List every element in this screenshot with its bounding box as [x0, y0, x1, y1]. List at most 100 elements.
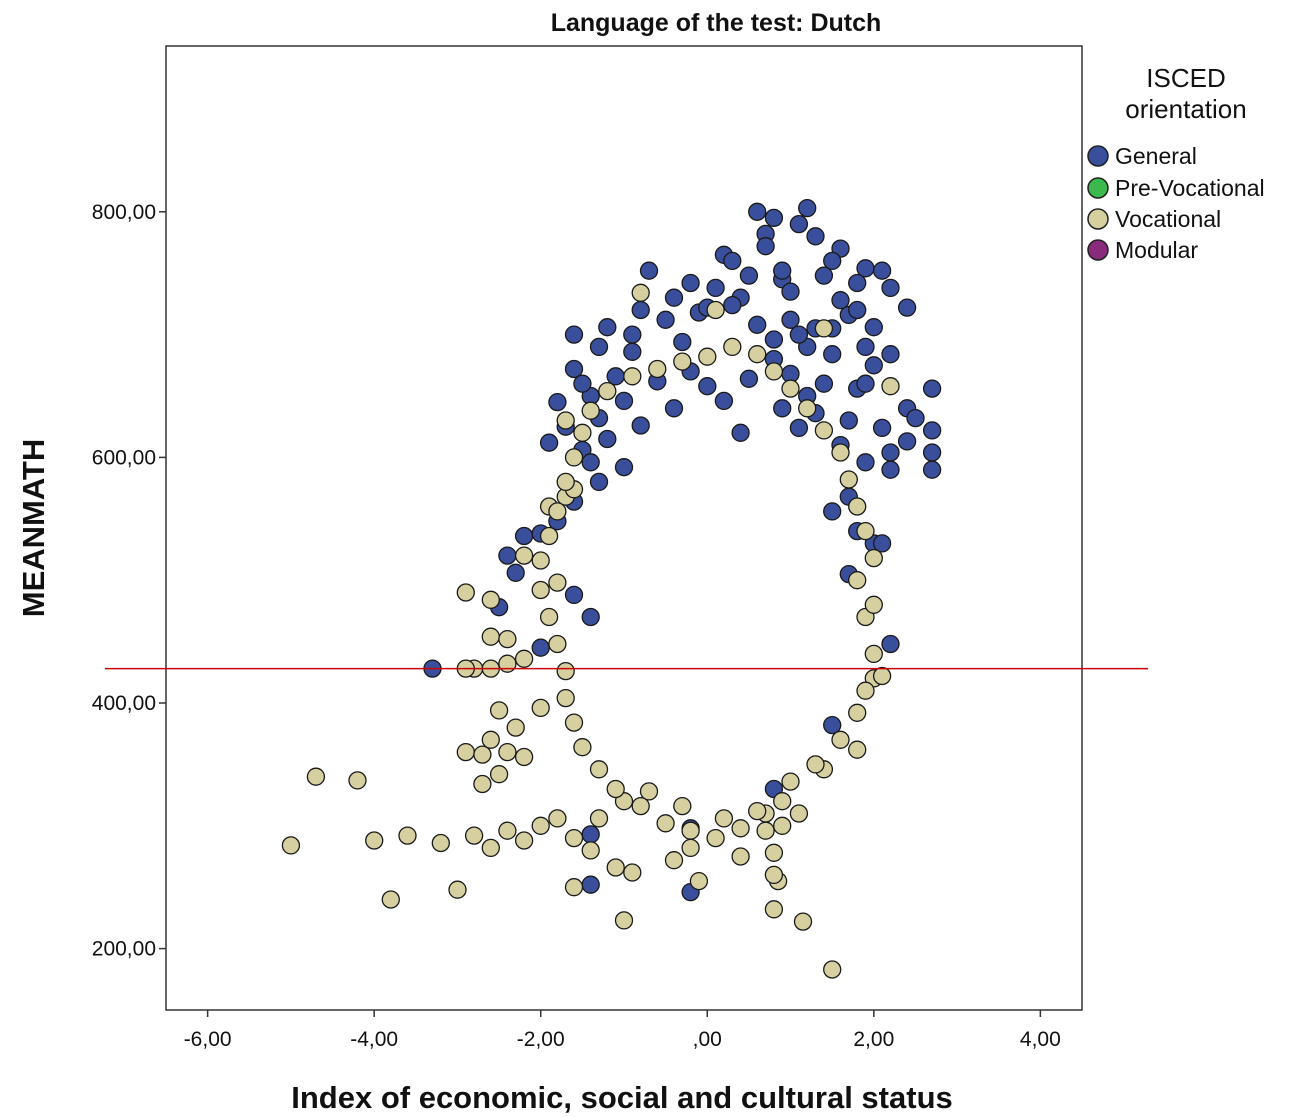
point-general	[681, 273, 700, 293]
point-vocational	[556, 411, 575, 430]
point-general	[573, 374, 592, 393]
point-vocational	[498, 654, 517, 673]
legend-title-line-2: orientation	[1125, 94, 1246, 124]
point-vocational	[514, 546, 534, 565]
point-general	[581, 453, 600, 472]
point-vocational	[473, 774, 492, 794]
point-vocational	[506, 718, 525, 737]
point-general	[631, 300, 650, 320]
plot-area-frame	[165, 45, 1083, 1011]
point-vocational	[848, 571, 867, 590]
point-vocational	[581, 841, 600, 860]
point-general	[773, 399, 792, 418]
point-vocational	[481, 590, 500, 609]
point-general	[814, 266, 834, 285]
point-general	[564, 359, 584, 379]
point-vocational	[773, 816, 792, 835]
point-general	[723, 251, 742, 271]
point-general	[731, 423, 750, 442]
point-vocational	[631, 283, 650, 302]
point-vocational	[548, 502, 567, 521]
point-vocational	[448, 880, 467, 899]
point-vocational	[664, 851, 684, 870]
legend-title-line-1: ISCED	[1146, 63, 1225, 93]
y-axis: 200,00 400,00 600,00 800,00	[92, 201, 166, 961]
point-vocational	[564, 828, 584, 848]
point-vocational	[698, 347, 717, 366]
point-general	[748, 202, 767, 221]
point-vocational	[581, 401, 600, 420]
point-vocational	[723, 337, 742, 357]
point-vocational	[481, 838, 500, 858]
point-vocational	[556, 472, 575, 492]
point-vocational	[631, 796, 650, 816]
point-vocational	[456, 583, 475, 602]
point-vocational	[456, 742, 475, 762]
point-vocational	[623, 863, 642, 882]
point-general	[781, 282, 800, 301]
point-general	[656, 310, 675, 329]
point-general	[823, 502, 842, 521]
point-vocational	[806, 755, 825, 774]
point-vocational	[856, 521, 875, 541]
point-general	[539, 433, 559, 452]
y-tick-label: 600,00	[92, 446, 156, 469]
point-general	[673, 332, 692, 352]
point-general	[589, 337, 609, 357]
point-general	[564, 585, 584, 605]
point-vocational	[531, 816, 550, 835]
point-general	[756, 237, 775, 256]
point-vocational	[489, 765, 509, 784]
point-general	[831, 291, 850, 310]
point-general	[881, 345, 900, 364]
point-vocational	[706, 300, 725, 320]
point-vocational	[281, 836, 301, 855]
point-vocational	[748, 345, 767, 364]
point-general	[922, 379, 942, 398]
point-general	[564, 325, 584, 344]
x-tick-label: 4,00	[1020, 1028, 1061, 1051]
point-vocational	[764, 900, 784, 919]
x-axis: -6,00 -4,00 -2,00 ,00 2,00 4,00	[184, 1010, 1061, 1051]
point-vocational	[856, 681, 875, 700]
data-points	[281, 198, 942, 979]
point-vocational	[548, 573, 567, 592]
point-vocational	[673, 796, 692, 816]
point-general	[498, 546, 517, 565]
point-general	[739, 369, 759, 388]
point-vocational	[481, 627, 500, 646]
point-general	[856, 453, 875, 472]
point-vocational	[548, 634, 567, 654]
point-general	[798, 198, 817, 218]
point-general	[848, 300, 867, 320]
point-general	[823, 251, 842, 271]
point-general	[897, 432, 917, 451]
legend-label-vocational: Vocational	[1115, 206, 1221, 232]
chart-title: Language of the test: Dutch	[551, 9, 882, 37]
point-vocational	[489, 701, 509, 720]
point-vocational	[531, 551, 550, 570]
point-general	[581, 607, 600, 627]
point-vocational	[348, 771, 367, 790]
point-vocational	[598, 381, 617, 401]
point-general	[823, 345, 842, 364]
point-general	[856, 337, 875, 357]
point-vocational	[764, 865, 784, 885]
point-vocational	[431, 833, 450, 853]
point-general	[789, 214, 809, 234]
x-tick-label: -2,00	[517, 1028, 565, 1051]
point-vocational	[789, 804, 809, 823]
legend-label-modular: Modular	[1115, 237, 1198, 263]
point-general	[614, 391, 634, 411]
point-vocational	[673, 352, 692, 371]
x-tick-label: -6,00	[184, 1028, 232, 1051]
point-general	[664, 399, 684, 418]
point-general	[748, 315, 767, 334]
point-general	[614, 458, 634, 477]
point-general	[706, 278, 725, 298]
x-axis-label: Index of economic, social and cultural s…	[291, 1080, 953, 1115]
point-vocational	[514, 649, 534, 668]
point-general	[598, 429, 617, 449]
legend-marker-vocational	[1087, 208, 1109, 230]
